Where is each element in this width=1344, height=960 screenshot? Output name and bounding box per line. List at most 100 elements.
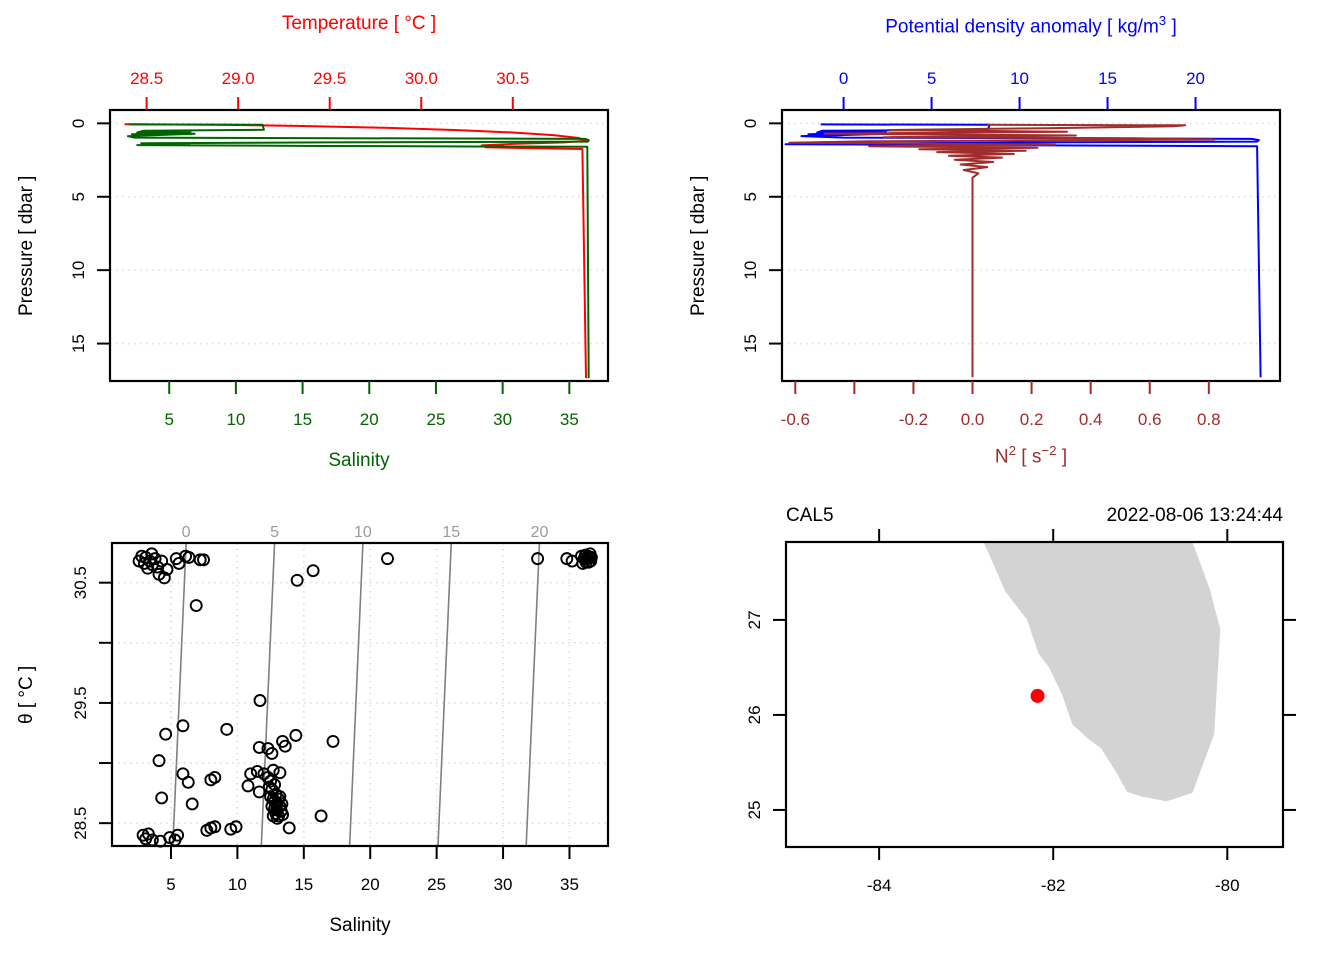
scatter-point — [185, 797, 199, 811]
isopycnal-line — [172, 542, 187, 847]
axis-tick-label: 29.5 — [71, 686, 90, 719]
axis-tick-label: 35 — [560, 410, 579, 429]
scatter-point — [584, 550, 598, 564]
isopycnal-label: 0 — [182, 524, 191, 541]
n2-axis-title-sup2: −2 — [1041, 443, 1057, 458]
axis-tick-label: -0.2 — [899, 410, 928, 429]
plot-box — [784, 540, 1285, 849]
station-name-label: CAL5 — [786, 505, 834, 526]
scatter-point — [275, 797, 289, 811]
scatter-point — [268, 778, 282, 792]
density-axis-title-text: Potential density anomaly [ kg/m — [885, 16, 1159, 38]
n2-axis-title-end: ] — [1056, 446, 1068, 468]
scatter-point — [273, 766, 287, 780]
n2-axis-title-mid: [ s — [1016, 446, 1042, 468]
scatter-point — [290, 573, 304, 587]
scatter-point — [381, 552, 394, 566]
axis-tick-label: 26 — [745, 705, 764, 724]
axis-tick-label: 15 — [1098, 69, 1117, 88]
scatter-point — [172, 556, 186, 570]
axis-tick-label: 30.0 — [405, 69, 438, 88]
scatter-point — [197, 553, 210, 567]
scatter-point — [152, 754, 166, 768]
n2-axis-title: N2 [ s−2 ] — [782, 443, 1280, 468]
scatter-point — [273, 790, 287, 804]
scatter-point — [220, 722, 234, 736]
axis-tick-label: 5 — [166, 875, 175, 894]
axis-tick-label: -84 — [867, 876, 892, 895]
scatter-point — [326, 734, 340, 748]
scatter-point — [171, 828, 185, 842]
axis-tick-label: 35 — [560, 875, 579, 894]
theta-axis-title: θ [ °C ] — [16, 665, 37, 724]
scatter-point — [250, 765, 264, 778]
scatter-point — [155, 791, 169, 805]
axis-tick-label: 10 — [741, 261, 760, 280]
density-axis-title-sup: 3 — [1158, 13, 1167, 28]
isopycnal-label: 20 — [531, 524, 549, 541]
scatter-point — [306, 564, 320, 578]
axis-tick-label: 29.0 — [222, 69, 255, 88]
scatter-point — [176, 719, 190, 733]
axis-tick-label: -82 — [1041, 876, 1066, 895]
axis-tick-label: 0 — [839, 69, 848, 88]
axis-tick-label: 15 — [741, 334, 760, 353]
scatter-point — [241, 779, 255, 793]
axis-tick-label: -0.6 — [781, 410, 810, 429]
temperature-axis-title: Temperature [ °C ] — [281, 13, 437, 34]
isopycnal-label: 10 — [354, 524, 372, 541]
scatter-point — [252, 740, 266, 754]
plot-box — [780, 108, 1282, 383]
scatter-point — [208, 820, 222, 834]
scatter-point — [229, 820, 243, 834]
density-profile-line — [784, 123, 1262, 378]
cast-datetime-label: 2022-08-06 13:24:44 — [1106, 505, 1283, 526]
scatter-point — [264, 774, 278, 788]
axis-tick-label: 5 — [741, 192, 760, 201]
n2-axis-title-base: N — [994, 446, 1009, 468]
axis-tick-label: 5 — [164, 410, 173, 429]
axis-tick-label: 15 — [293, 410, 312, 429]
axis-tick-label: 30 — [493, 410, 512, 429]
axis-tick-label: 0 — [69, 119, 88, 128]
scatter-point — [159, 727, 173, 741]
axis-tick-label: 10 — [69, 261, 88, 280]
scatter-point — [181, 775, 195, 789]
density-axis-title: Potential density anomaly [ kg/m3 ] — [782, 13, 1280, 38]
station-map-plot: -84 -82 -80 25 26 27 — [745, 529, 1296, 895]
scatter-point — [148, 552, 162, 566]
scatter-point — [253, 694, 267, 707]
salinity-profile-line — [126, 123, 590, 379]
density-n2-profile-plot: 0 5 10 15 20 -0.6 -0.2 0.0 0.2 0.4 0.6 0.8 0 5 10 15 — [741, 69, 1282, 429]
axis-tick-label: 25 — [427, 875, 446, 894]
plot-box — [108, 108, 610, 383]
plot-box — [110, 541, 610, 848]
isopycnal-label: 5 — [270, 524, 279, 541]
axis-tick-label: 30.5 — [71, 566, 90, 599]
axis-tick-label: 25 — [745, 800, 764, 819]
axis-tick-label: 10 — [226, 410, 245, 429]
axis-tick-label: 0.0 — [961, 410, 985, 429]
axis-tick-label: 5 — [927, 69, 936, 88]
axis-tick-label: 0 — [741, 119, 760, 128]
axis-tick-label: 10 — [228, 875, 247, 894]
scatter-point — [244, 767, 258, 781]
scatter-point — [278, 739, 292, 753]
isopycnal-line — [437, 542, 453, 847]
axis-tick-label: 0.8 — [1197, 410, 1221, 429]
n2-profile-line — [788, 123, 1216, 378]
axis-tick-label: 28.5 — [71, 807, 90, 840]
scatter-point — [289, 728, 303, 742]
scatter-point — [157, 571, 171, 585]
scatter-point — [531, 552, 545, 566]
isopycnal-line — [525, 542, 541, 847]
density-axis-title-end: ] — [1166, 16, 1177, 38]
axis-tick-label: 10 — [1010, 69, 1029, 88]
scatter-point — [208, 771, 222, 784]
axis-tick-label: 28.5 — [130, 69, 163, 88]
temperature-salinity-profile-plot: 28.5 29.0 29.5 30.0 30.5 5 10 15 20 25 30 35 0 5 10 15 — [69, 69, 610, 429]
axis-tick-label: -80 — [1215, 876, 1240, 895]
axis-tick-label: 20 — [360, 410, 379, 429]
axis-tick-label: 0.2 — [1020, 410, 1044, 429]
